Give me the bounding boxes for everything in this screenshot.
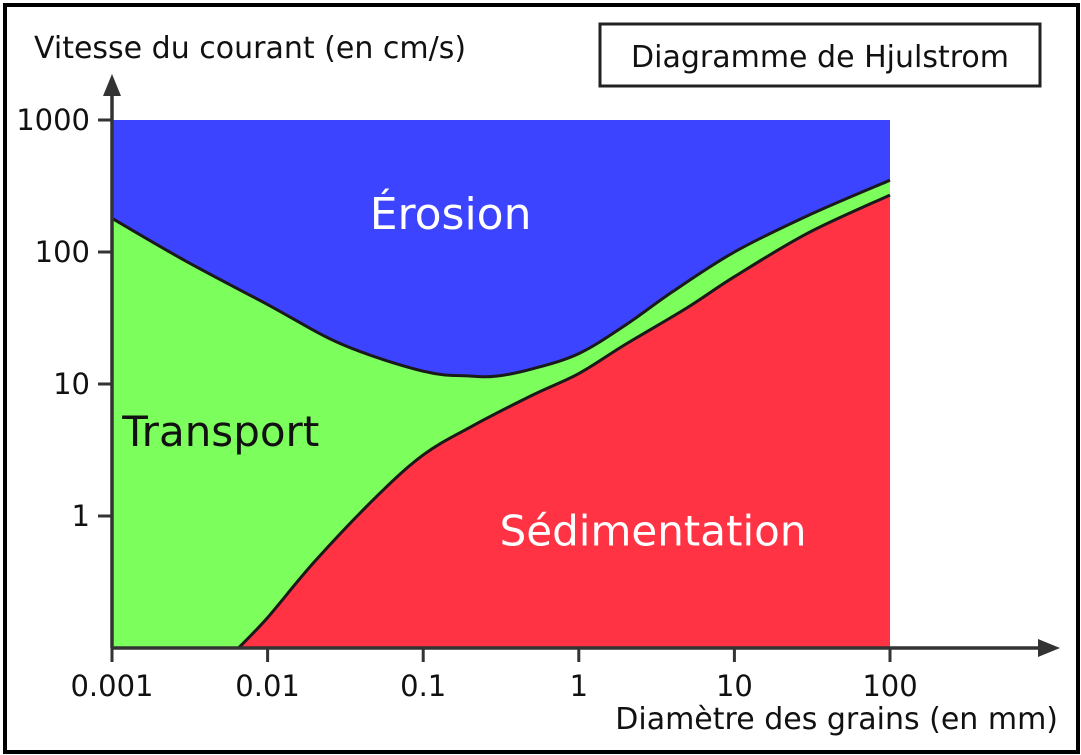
y-tick-label: 100	[35, 235, 90, 269]
axes-layer: 0.001 0.01 0.1 1 10 100 1 10 100 1000	[16, 74, 1060, 703]
x-tick-label: 10	[716, 669, 753, 703]
region-transport	[112, 180, 890, 648]
region-erosion	[112, 120, 890, 377]
x-tick-label: 100	[862, 669, 917, 703]
region-label-transport: Transport	[121, 407, 319, 456]
y-tick-label: 1000	[16, 103, 90, 137]
sedimentation-threshold-curve	[237, 193, 891, 650]
x-tick-label: 0.1	[400, 669, 446, 703]
region-label-sedimentation: Sédimentation	[500, 506, 807, 555]
y-tick-label: 1	[72, 499, 90, 533]
y-tick-label: 10	[53, 367, 90, 401]
x-tick-label: 0.01	[235, 669, 300, 703]
y-axis-label: Vitesse du courant (en cm/s)	[34, 31, 466, 66]
x-tick-label: 1	[570, 669, 588, 703]
curves-layer	[111, 178, 891, 650]
region-label-erosion: Érosion	[370, 187, 532, 240]
erosion-threshold-curve	[111, 178, 891, 379]
x-tick-label: 0.001	[70, 669, 153, 703]
chart-frame	[3, 3, 1080, 754]
y-axis-arrow	[103, 74, 121, 96]
chart-title: Diagramme de Hjulstrom	[631, 40, 1009, 75]
labels-layer: Vitesse du courant (en cm/s) Diamètre des…	[34, 22, 1058, 737]
title-box	[598, 22, 1042, 88]
x-axis-arrow	[1038, 639, 1060, 657]
region-sedimentation	[238, 195, 890, 648]
x-axis-label: Diamètre des grains (en mm)	[615, 702, 1058, 737]
regions-layer	[112, 120, 890, 648]
